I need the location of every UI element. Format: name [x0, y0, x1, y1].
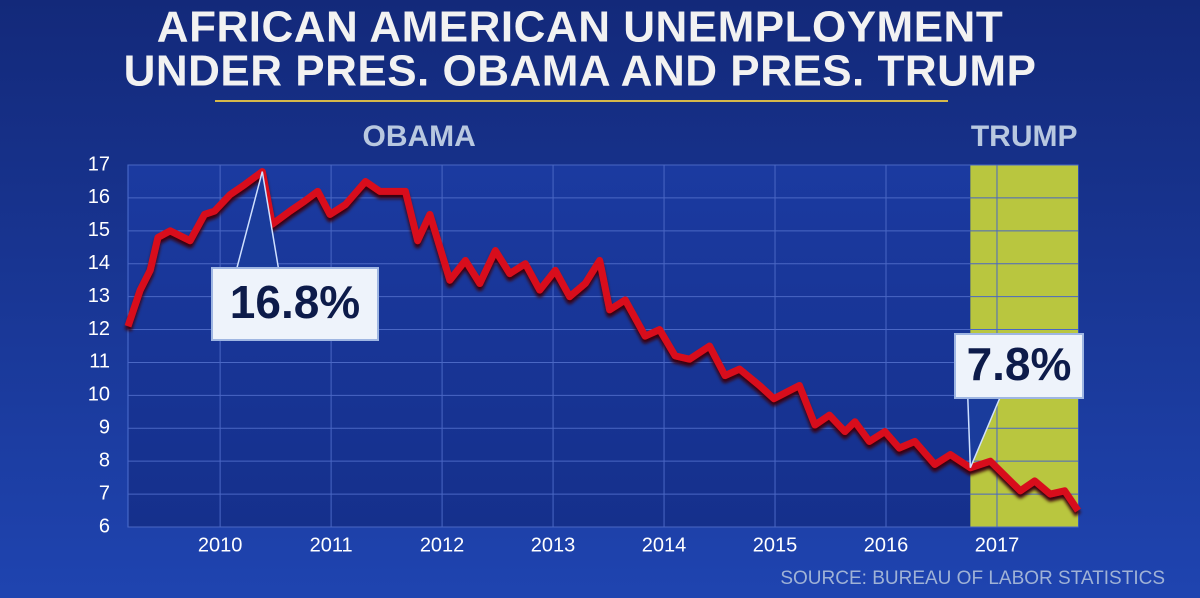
title-line: UNDER PRES. OBAMA AND PRES. TRUMP [124, 47, 1037, 96]
period-label: TRUMP [971, 120, 1078, 153]
y-tick-label: 16 [88, 186, 110, 208]
x-tick-label: 2013 [531, 534, 576, 556]
y-tick-label: 10 [88, 384, 110, 406]
x-tick-label: 2012 [420, 534, 465, 556]
x-tick-label: 2010 [198, 534, 243, 556]
y-tick-label: 9 [99, 417, 110, 439]
plot-area [127, 164, 1079, 528]
title-line: AFRICAN AMERICAN UNEMPLOYMENT [157, 3, 1003, 52]
x-tick-label: 2017 [975, 534, 1020, 556]
y-tick-label: 12 [88, 318, 110, 340]
y-tick-label: 8 [99, 449, 110, 471]
period-label: OBAMA [363, 120, 476, 153]
y-tick-label: 13 [88, 285, 110, 307]
x-tick-label: 2015 [753, 534, 798, 556]
x-tick-label: 2011 [310, 534, 353, 556]
callout-box [211, 267, 379, 341]
y-tick-label: 17 [88, 153, 110, 175]
y-tick-label: 7 [99, 482, 110, 504]
callout-label: 16.8% [230, 276, 360, 328]
y-tick-label: 14 [88, 252, 110, 274]
source: SOURCE: BUREAU OF LABOR STATISTICS [780, 568, 1165, 589]
y-tick-label: 11 [89, 351, 110, 373]
x-tick-label: 2014 [642, 534, 687, 556]
y-tick-label: 15 [88, 219, 110, 241]
y-tick-label: 6 [99, 515, 110, 537]
callout-box [954, 333, 1084, 399]
callout-label: 7.8% [967, 338, 1072, 390]
x-tick-label: 2016 [864, 534, 909, 556]
